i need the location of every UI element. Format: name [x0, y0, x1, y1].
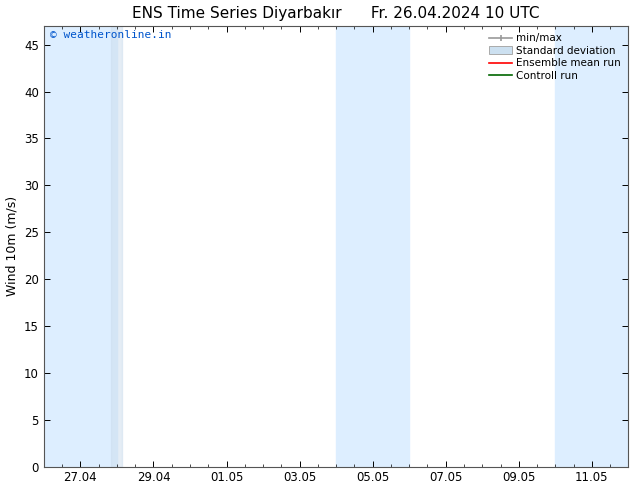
Bar	[44, 26, 117, 466]
Bar	[555, 26, 628, 466]
Bar	[112, 26, 122, 466]
Bar	[336, 26, 409, 466]
Y-axis label: Wind 10m (m/s): Wind 10m (m/s)	[6, 196, 18, 296]
Legend: min/max, Standard deviation, Ensemble mean run, Controll run: min/max, Standard deviation, Ensemble me…	[488, 31, 623, 83]
Text: © weatheronline.in: © weatheronline.in	[49, 30, 171, 40]
Title: ENS Time Series Diyarbakır      Fr. 26.04.2024 10 UTC: ENS Time Series Diyarbakır Fr. 26.04.202…	[133, 5, 540, 21]
